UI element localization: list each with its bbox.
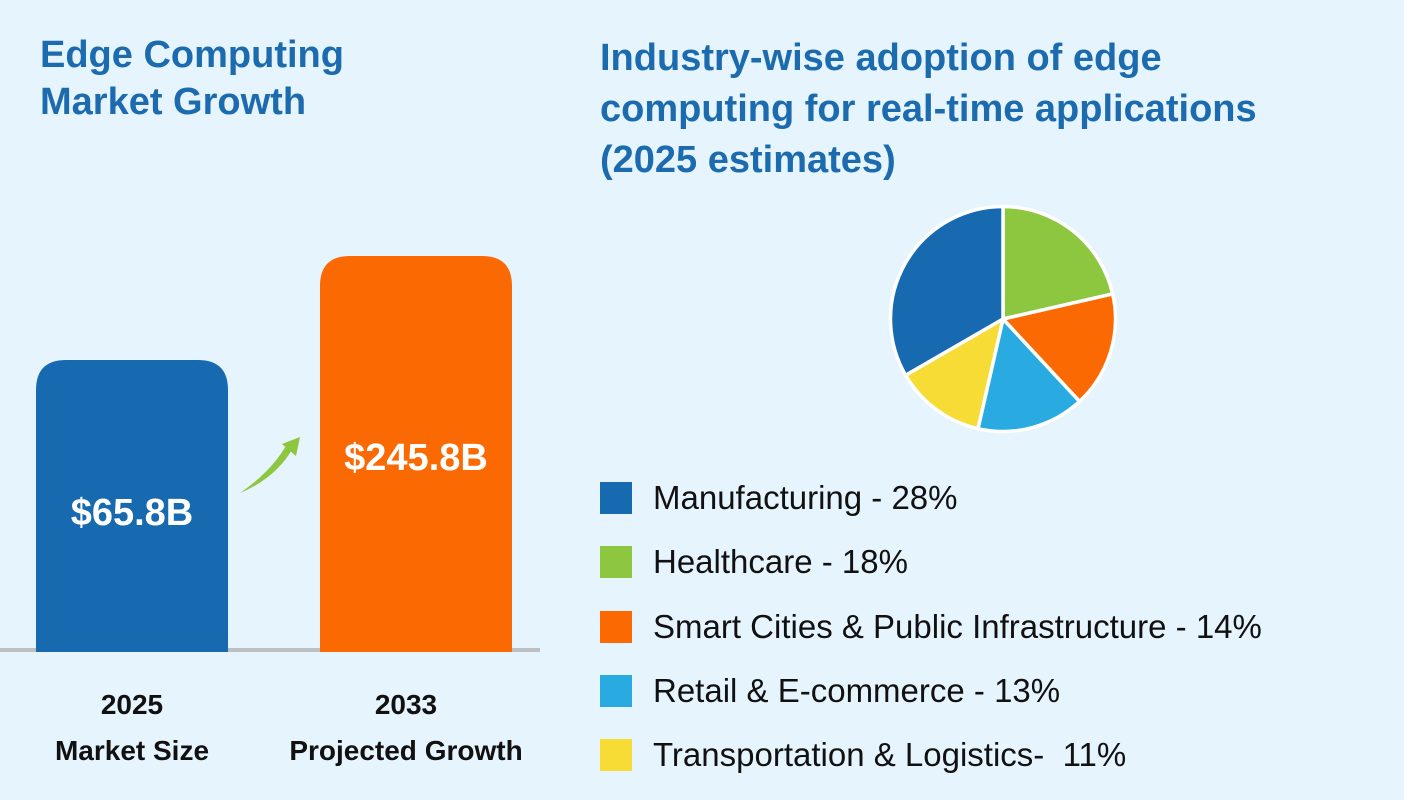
bar-value-label-2025: $65.8B — [71, 492, 194, 534]
x-category-year: 2025 — [100, 689, 164, 720]
x-category-2025: 2025 Market Size — [24, 682, 240, 774]
pie-legend: Manufacturing - 28% Healthcare - 18% Sma… — [600, 466, 1262, 787]
bar-2033 — [320, 256, 512, 652]
legend-swatch — [600, 482, 632, 515]
growth-arrow-icon — [240, 437, 300, 493]
legend-swatch — [600, 610, 632, 643]
pie-slice-manufacturing — [888, 204, 1005, 377]
bar-value-label-2033: $245.8B — [344, 437, 488, 479]
market-bar-chart: $65.8B $245.8B — [0, 256, 540, 652]
legend-label: Transportation & Logistics- 11% — [653, 736, 1127, 774]
pie-slice-retail-e-commerce — [976, 317, 1082, 434]
x-category-year: 2033 — [374, 689, 438, 720]
legend-item-healthcare: Healthcare - 18% — [600, 530, 1262, 594]
bar-2025 — [36, 360, 228, 652]
legend-label: Smart Cities & Public Infrastructure - 1… — [653, 607, 1262, 645]
legend-item-transportation: Transportation & Logistics- 11% — [600, 723, 1262, 787]
legend-item-smart-cities: Smart Cities & Public Infrastructure - 1… — [600, 595, 1262, 659]
legend-label: Healthcare - 18% — [653, 543, 908, 581]
x-category-label: Projected Growth — [289, 735, 523, 766]
legend-item-retail: Retail & E-commerce - 13% — [600, 659, 1262, 723]
legend-label: Manufacturing - 28% — [653, 479, 958, 517]
legend-item-manufacturing: Manufacturing - 28% — [600, 466, 1262, 530]
industry-pie-chart — [888, 204, 1118, 434]
legend-swatch — [600, 546, 632, 579]
legend-swatch — [600, 739, 632, 772]
market-growth-title: Edge Computing Market Growth — [40, 34, 344, 123]
pie-slice-smart-cities-public-infrastructure — [1001, 292, 1118, 404]
legend-label: Retail & E-commerce - 13% — [653, 672, 1061, 710]
adoption-chart-title: Industry-wise adoption of edge computing… — [600, 37, 1257, 181]
x-category-label: Market Size — [54, 735, 210, 766]
legend-swatch — [600, 675, 632, 708]
pie-slice-healthcare — [1001, 204, 1115, 321]
pie-slice-transportation-logistics — [903, 317, 1005, 431]
x-category-2033: 2033 Projected Growth — [256, 682, 556, 774]
